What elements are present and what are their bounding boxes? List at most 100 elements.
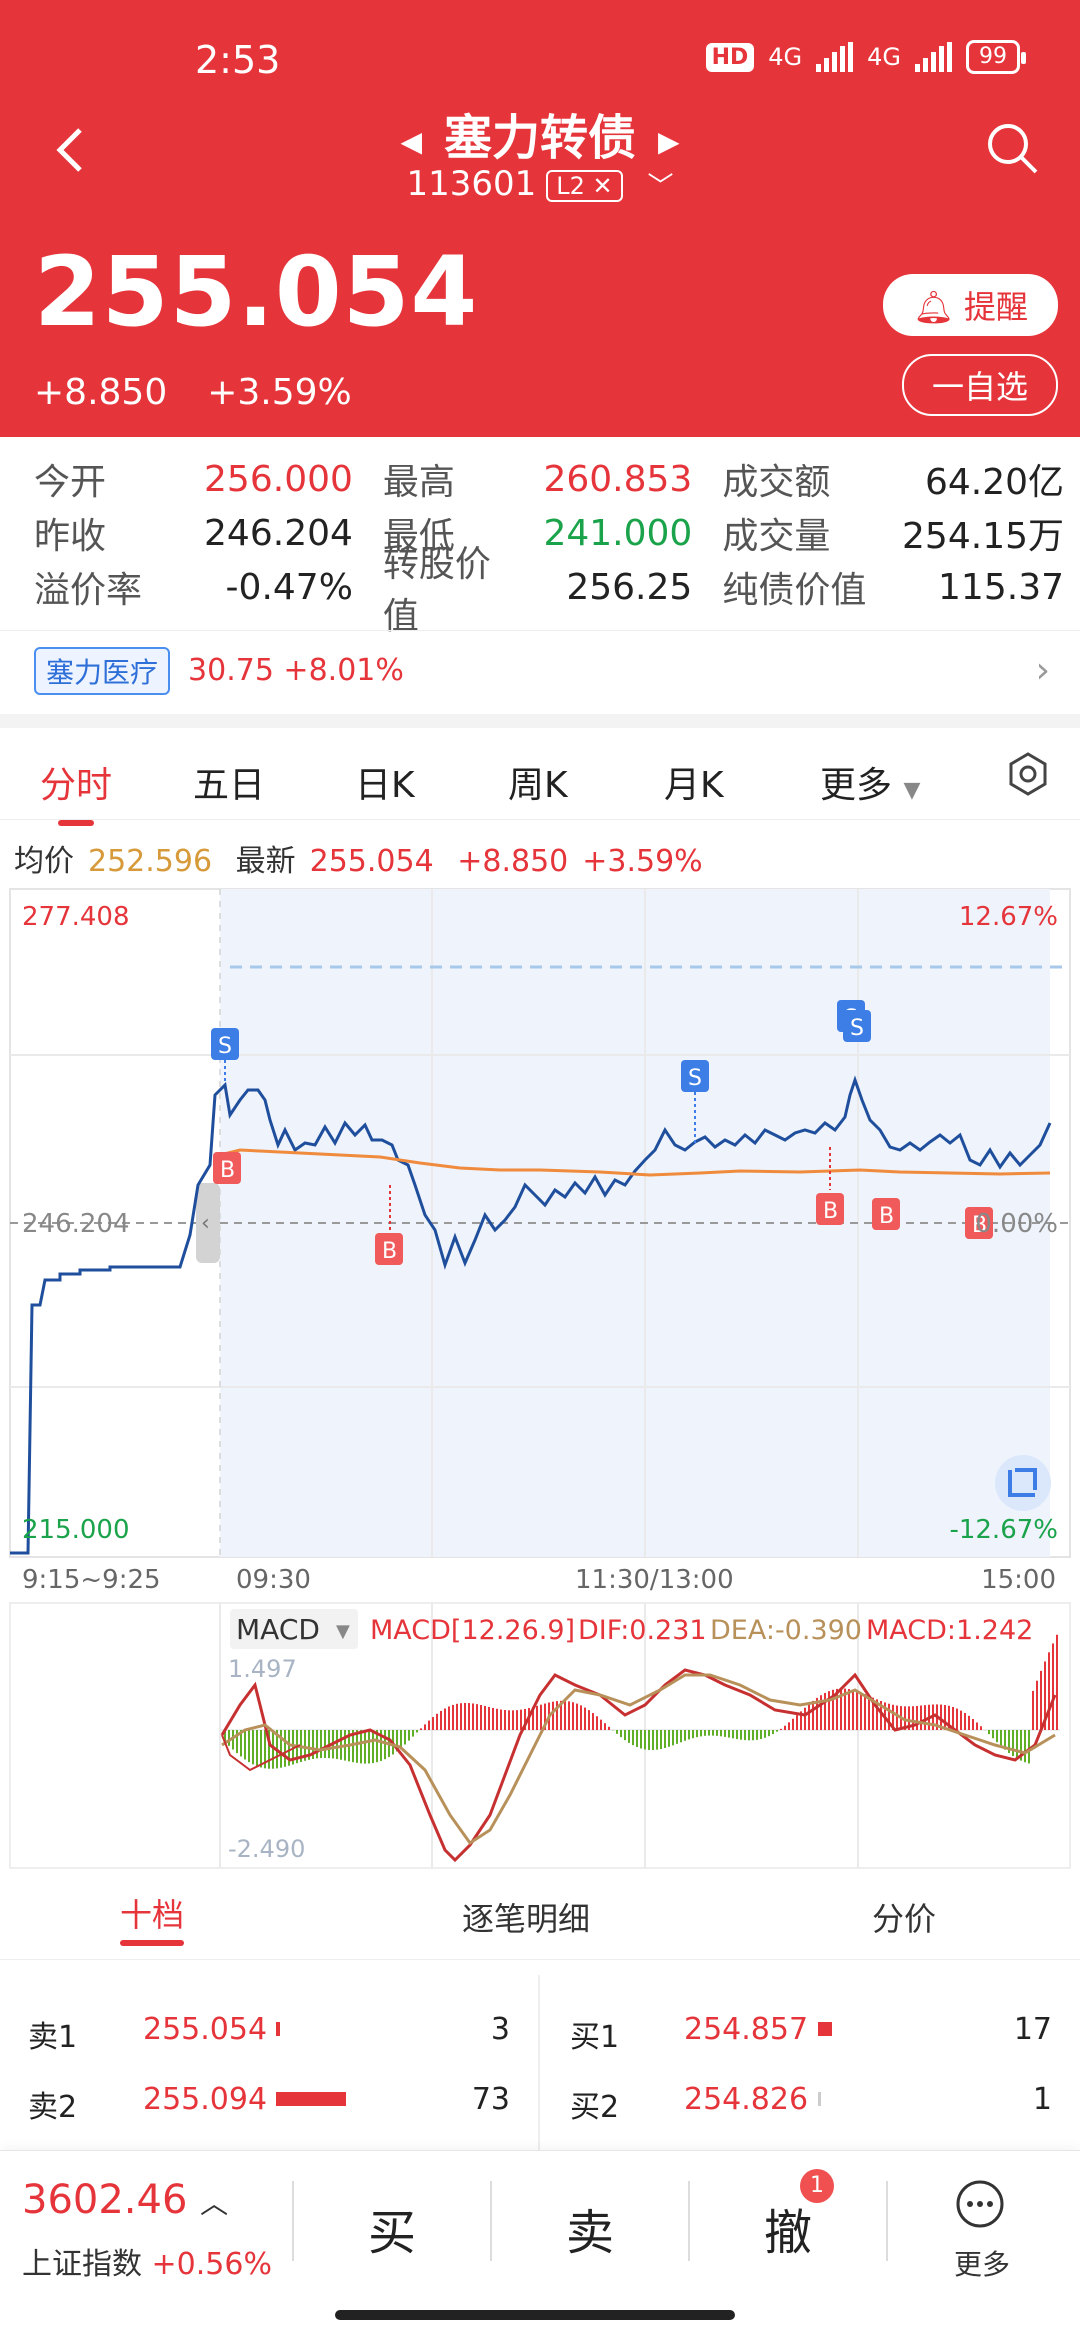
svg-text:S: S xyxy=(218,1034,232,1059)
macd-bottom: -2.490 xyxy=(228,1835,305,1863)
macd-bar xyxy=(360,1730,362,1764)
related-stock-row[interactable]: 塞力医疗 30.75 +8.01% › xyxy=(0,630,1080,710)
prev-security-icon[interactable]: ◀ xyxy=(400,124,422,158)
change-percent: +3.59% xyxy=(207,372,352,413)
macd-bar xyxy=(396,1730,398,1752)
macd-bar xyxy=(1000,1730,1002,1747)
macd-bar xyxy=(724,1730,726,1737)
macd-bar xyxy=(868,1695,870,1730)
macd-bar xyxy=(740,1730,742,1740)
status-bar: HD 4G 4G 99 xyxy=(705,40,1026,74)
search-icon[interactable] xyxy=(984,120,1040,176)
tab-price-distribution[interactable]: 分价 xyxy=(872,1900,937,1938)
macd-bar xyxy=(580,1705,582,1730)
macd-bar xyxy=(952,1706,954,1730)
tab-tick-detail[interactable]: 逐笔明细 xyxy=(462,1900,591,1938)
macd-selector: MACD xyxy=(236,1613,320,1646)
macd-bar xyxy=(492,1707,494,1730)
sell-label: 卖1 xyxy=(28,2020,78,2055)
macd-dif: DIF:0.231 xyxy=(578,1615,707,1646)
macd-bar xyxy=(380,1730,382,1761)
macd-bar xyxy=(424,1724,426,1730)
tab-monthly-k[interactable]: 月K xyxy=(664,765,724,806)
macd-bar xyxy=(1004,1730,1006,1750)
back-icon[interactable] xyxy=(50,120,90,190)
macd-bar xyxy=(232,1730,234,1750)
macd-bar xyxy=(608,1726,610,1730)
add-watchlist-button[interactable]: 一自选 xyxy=(901,354,1058,416)
macd-bar xyxy=(464,1702,466,1730)
macd-bar xyxy=(536,1705,538,1730)
macd-bar xyxy=(284,1730,286,1767)
network-label-2: 4G xyxy=(867,43,901,71)
macd-bar xyxy=(444,1708,446,1730)
macd-bar xyxy=(660,1730,662,1750)
cancel-order-button[interactable]: 撤 1 xyxy=(764,2169,834,2263)
macd-bar xyxy=(460,1703,462,1730)
sell-volume-bar xyxy=(276,2022,280,2036)
orderbook-divider xyxy=(538,1975,540,2150)
tab-daily-k[interactable]: 日K xyxy=(355,765,415,806)
tab-weekly-k[interactable]: 周K xyxy=(508,765,568,806)
macd-bar xyxy=(780,1728,782,1730)
next-security-icon[interactable]: ▶ xyxy=(658,124,680,158)
macd-bar xyxy=(228,1730,230,1746)
buy-volume: 1 xyxy=(1032,2082,1052,2117)
macd-bar xyxy=(304,1730,306,1761)
x-label-open: 09:30 xyxy=(236,1565,311,1595)
tab-intraday[interactable]: 分时 xyxy=(40,756,112,826)
macd-bar xyxy=(224,1730,226,1742)
macd-bar xyxy=(860,1692,862,1730)
macd-bar xyxy=(476,1704,478,1730)
macd-bar xyxy=(656,1730,658,1750)
sell-button[interactable]: 卖 xyxy=(566,2205,615,2261)
tab-level10[interactable]: 十档 xyxy=(120,1896,185,1934)
stat-label: 转股价值 xyxy=(382,544,491,637)
buy-button[interactable]: 买 xyxy=(368,2205,417,2261)
macd-bar xyxy=(268,1730,270,1769)
y-axis-right-mid: 0.00% xyxy=(975,1209,1058,1239)
macd-bar xyxy=(704,1730,706,1736)
macd-bar xyxy=(992,1730,994,1739)
macd-bar xyxy=(968,1715,970,1730)
buy-label: 买1 xyxy=(570,2020,620,2055)
intraday-chart[interactable]: ‹ S B B S S S B B B 277.408 246.204 215.… xyxy=(0,885,1080,1870)
macd-bar xyxy=(716,1730,718,1736)
macd-bar xyxy=(692,1730,694,1739)
alert-button[interactable]: 🔔︎ 提醒 xyxy=(883,274,1058,336)
stat-value: 64.20亿 xyxy=(924,462,1064,503)
macd-bar xyxy=(416,1730,418,1733)
macd-bar xyxy=(624,1730,626,1741)
macd-bar xyxy=(1012,1730,1014,1756)
settings-icon[interactable] xyxy=(1004,750,1052,807)
macd-bar xyxy=(632,1730,634,1746)
macd-bar xyxy=(352,1730,354,1763)
intraday-info-bar: 均价 252.596 最新 255.054 +8.850 +3.59% xyxy=(14,836,717,880)
macd-bar xyxy=(472,1703,474,1730)
l2-badge[interactable]: L2 ✕ xyxy=(546,169,623,202)
tab-more[interactable]: 更多 ▼ xyxy=(820,765,921,806)
chevron-down-icon[interactable]: ﹀ xyxy=(647,172,674,202)
macd-bar xyxy=(400,1730,402,1749)
macd-bar xyxy=(940,1704,942,1730)
y-axis-top: 277.408 xyxy=(22,902,130,932)
macd-bar xyxy=(748,1730,750,1741)
stats-row: 溢价率 -0.47% 转股价值 256.25 纯债价值 115.37 xyxy=(34,544,1064,637)
macd-bar xyxy=(288,1730,290,1766)
chevron-right-icon: › xyxy=(1035,650,1050,691)
tab-five-day[interactable]: 五日 xyxy=(193,765,266,806)
macd-bar xyxy=(676,1730,678,1744)
svg-text:B: B xyxy=(879,1204,894,1229)
macd-bar xyxy=(1052,1643,1054,1730)
macd-bar xyxy=(504,1710,506,1730)
macd-bar xyxy=(484,1705,486,1730)
macd-bar xyxy=(500,1709,502,1730)
index-widget[interactable]: 3602.46 ︿ xyxy=(22,2177,228,2223)
macd-bar xyxy=(264,1730,266,1769)
macd-bar xyxy=(752,1730,754,1741)
more-icon[interactable] xyxy=(955,2179,1005,2233)
macd-bar xyxy=(816,1697,818,1730)
more-label[interactable]: 更多 xyxy=(954,2248,1011,2281)
chart-tabs: 分时 五日 日K 周K 月K 更多 ▼ xyxy=(0,740,1080,826)
macd-bar xyxy=(812,1700,814,1730)
